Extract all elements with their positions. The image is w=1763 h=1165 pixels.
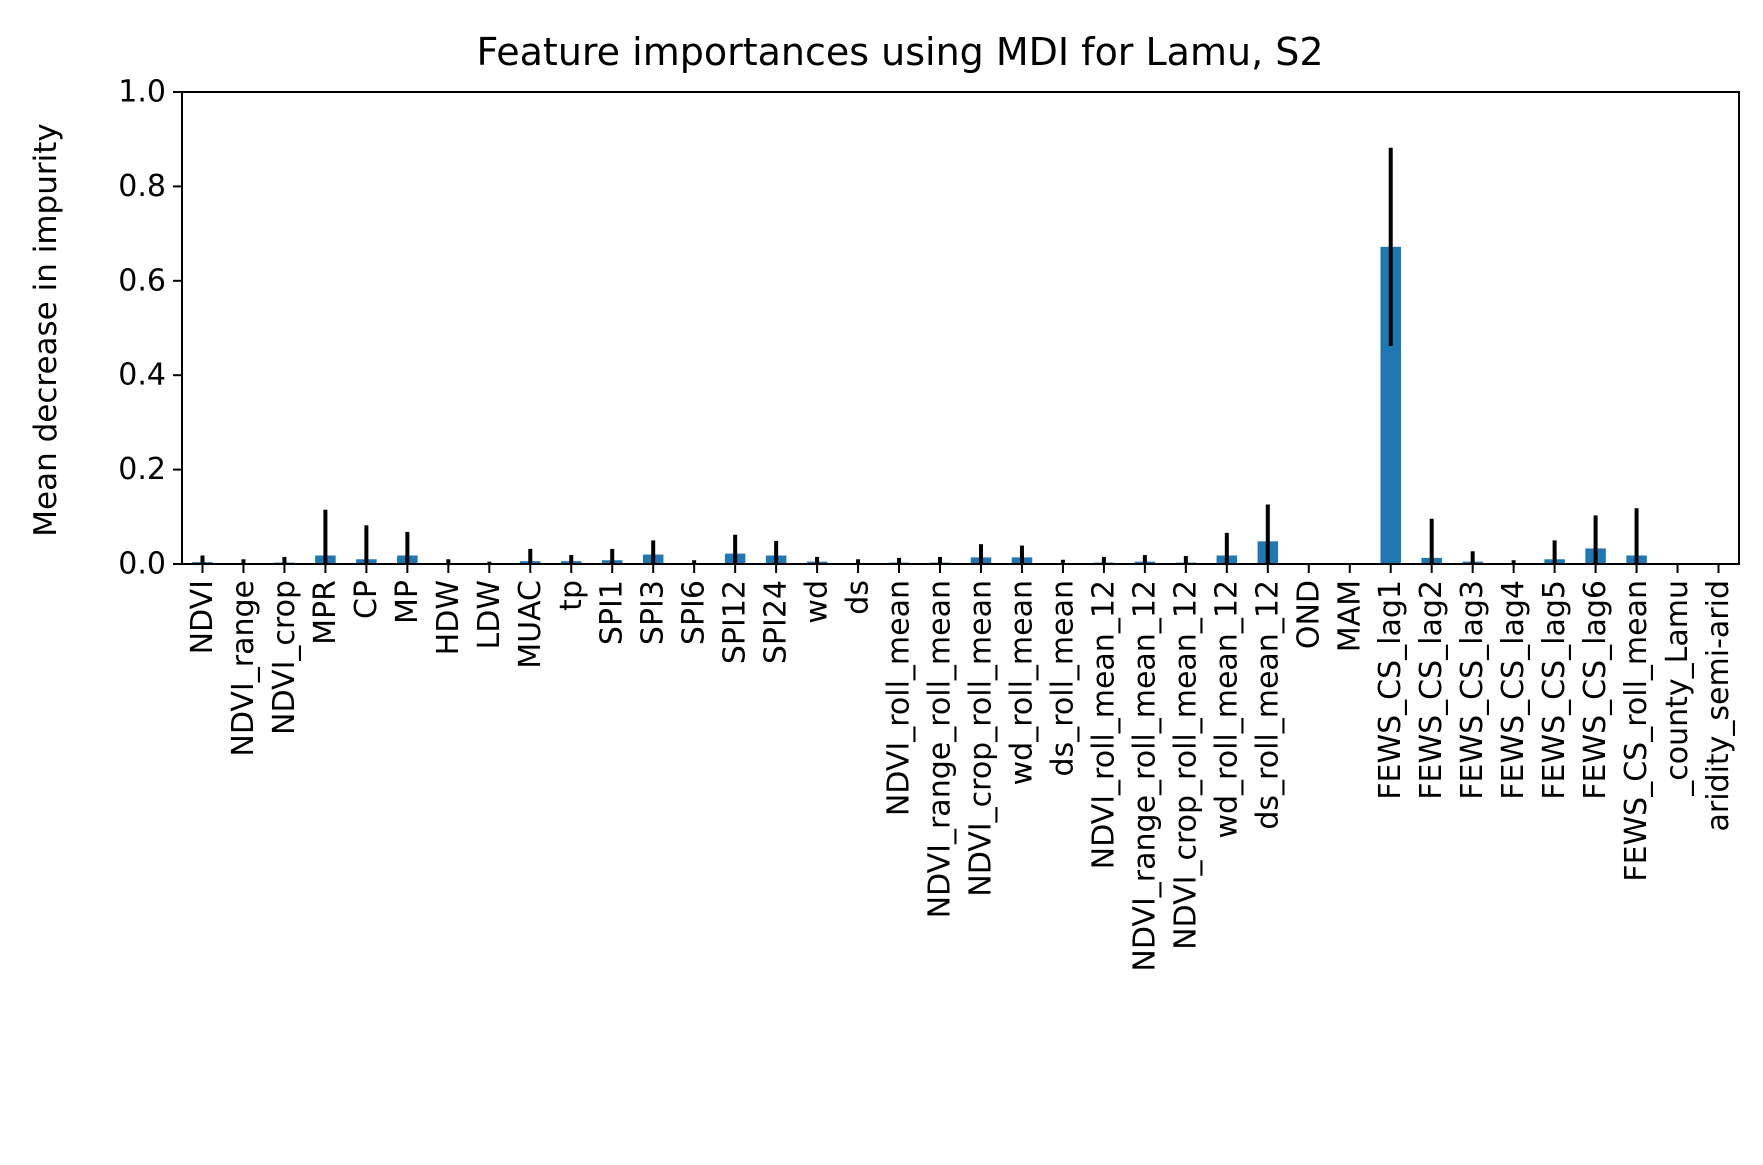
y-tick-label: 1.0 [118,75,166,110]
bars-group [192,246,1647,565]
chart-title: Feature importances using MDI for Lamu, … [476,30,1323,74]
x-tick-label: ds_roll_mean [1045,580,1080,776]
plot-frame [181,91,1740,565]
x-tick-label: NDVI_roll_mean [882,580,917,816]
x-tick-label: FEWS_CS_lag4 [1496,580,1531,800]
x-tick-label: SPI6 [677,580,712,645]
x-tick-label: FEWS_CS_lag1 [1373,580,1408,800]
y-tick-label: 0.6 [118,263,166,298]
x-tick-label: NDVI [185,580,220,654]
x-tick-label: ds [841,580,876,615]
x-tick-label: FEWS_CS_lag6 [1578,580,1613,800]
x-tick-label: tp [554,580,589,611]
x-tick-label: CP [349,580,384,619]
x-tick-label: FEWS_CS_roll_mean [1619,580,1654,882]
x-axis: NDVI NDVI_range NDVI_crop MPR CP MP HDW LDW MUAC… [185,564,1736,972]
x-tick-label: _county_Lamu [1660,580,1695,797]
x-tick-label: ds_roll_mean_12 [1250,580,1285,830]
x-tick-label: HDW [431,580,466,655]
x-tick-label: MUAC [513,580,548,669]
x-tick-label: NDVI_range [226,580,261,757]
x-tick-label: SPI1 [595,580,630,645]
x-tick-label: NDVI_roll_mean_12 [1086,580,1121,869]
y-axis-label: Mean decrease in impurity [28,123,64,536]
y-tick-label: 0.2 [118,452,166,487]
x-tick-label: NDVI_crop_roll_mean_12 [1168,580,1203,950]
error-bars-group [200,147,1639,564]
x-tick-label: FEWS_CS_lag5 [1537,580,1572,800]
x-tick-label: SPI3 [636,580,671,645]
y-axis: 0.0 0.2 0.4 0.6 0.8 1.0 [118,75,182,582]
y-tick-label: 0.8 [118,169,166,204]
x-tick-label: wd_roll_mean [1004,580,1039,785]
x-tick-label: wd_roll_mean_12 [1209,580,1244,839]
x-tick-label: SPI12 [718,580,753,664]
x-tick-label: LDW [472,580,507,649]
x-tick-label: MAM [1332,580,1367,652]
x-tick-label: MPR [308,580,343,645]
x-tick-label: aridity_semi-arid [1701,580,1736,832]
bar-FEWS_CS_lag1 [1380,246,1401,565]
x-tick-label: SPI24 [759,580,794,664]
y-tick-label: 0.4 [118,358,166,393]
x-tick-label: NDVI_crop [267,580,302,735]
x-tick-label: wd [800,580,835,624]
x-tick-label: FEWS_CS_lag2 [1414,580,1449,800]
x-tick-label: FEWS_CS_lag3 [1455,580,1490,800]
x-tick-label: NDVI_crop_roll_mean [963,580,998,897]
x-tick-label: OND [1291,580,1326,649]
x-tick-label: NDVI_range_roll_mean_12 [1127,580,1162,972]
y-tick-label: 0.0 [118,547,166,582]
x-tick-label: NDVI_range_roll_mean [923,580,958,918]
x-tick-label: MP [390,580,425,624]
